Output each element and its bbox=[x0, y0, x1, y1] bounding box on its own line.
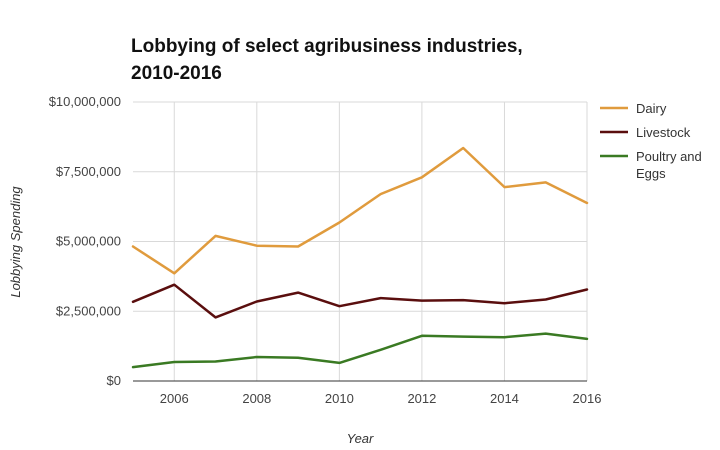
legend: Dairy Livestock Poultry and Eggs bbox=[600, 101, 702, 181]
chart-title: Lobbying of select agribusiness industri… bbox=[131, 36, 523, 84]
legend-label-poultry-and-eggs: Eggs bbox=[636, 166, 666, 181]
grid bbox=[133, 101, 588, 381]
y-tick-label: $5,000,000 bbox=[56, 234, 121, 249]
legend-label-poultry-and-eggs: Poultry and bbox=[636, 149, 702, 164]
series-line-livestock bbox=[131, 283, 589, 319]
x-tick-label: 2014 bbox=[490, 391, 519, 406]
y-axis-ticks: $0 $2,500,000 $5,000,000 $7,500,000 $10,000,… bbox=[49, 94, 121, 388]
x-tick-label: 2016 bbox=[573, 391, 602, 406]
x-tick-label: 2010 bbox=[325, 391, 354, 406]
x-axis-label: Year bbox=[347, 431, 374, 446]
x-tick-label: 2006 bbox=[160, 391, 189, 406]
x-axis-ticks: 2006 2008 2010 2012 2014 2016 bbox=[160, 391, 602, 406]
chart-title-line-1: Lobbying of select agribusiness industri… bbox=[131, 36, 523, 57]
series-line-dairy bbox=[131, 146, 589, 275]
series bbox=[131, 146, 589, 369]
y-tick-label: $2,500,000 bbox=[56, 303, 121, 318]
y-axis-label: Lobbying Spending bbox=[8, 186, 23, 298]
legend-label-livestock: Livestock bbox=[636, 125, 691, 140]
y-tick-label: $7,500,000 bbox=[56, 164, 121, 179]
y-tick-label: $0 bbox=[107, 373, 121, 388]
x-tick-label: 2012 bbox=[407, 391, 436, 406]
y-tick-label: $10,000,000 bbox=[49, 94, 121, 109]
chart-title-line-2: 2010-2016 bbox=[131, 63, 222, 84]
x-tick-label: 2008 bbox=[242, 391, 271, 406]
legend-label-dairy: Dairy bbox=[636, 101, 667, 116]
series-line-poultry-and-eggs bbox=[131, 332, 589, 369]
